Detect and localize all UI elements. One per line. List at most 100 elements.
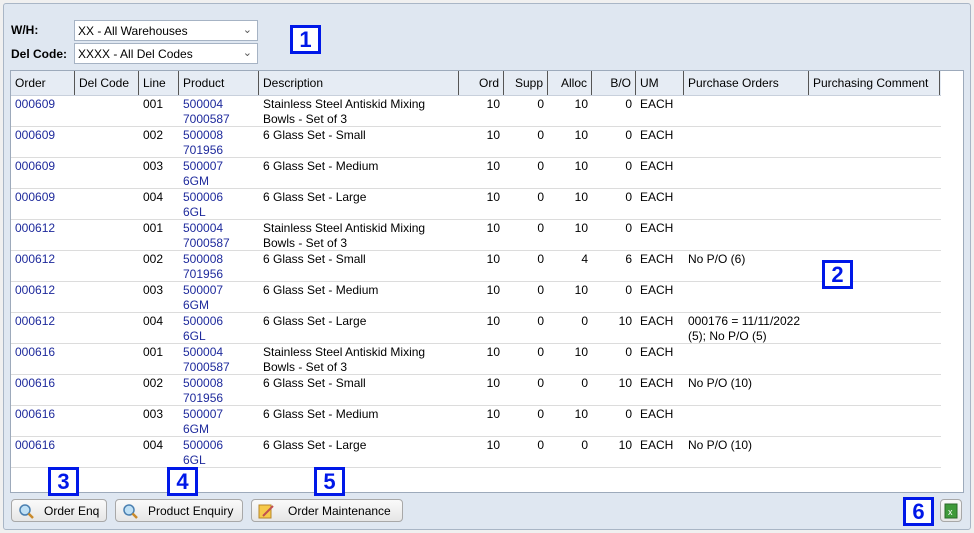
cell-supp: 0 bbox=[537, 376, 544, 390]
cell-line: 004 bbox=[143, 314, 164, 328]
cell-order[interactable]: 000609 bbox=[15, 159, 56, 173]
cell-order[interactable]: 000616 bbox=[15, 407, 56, 421]
cell-order[interactable]: 000616 bbox=[15, 345, 56, 359]
table-row[interactable]: 000609 002 500008 701956 6 Glass Set - Smal… bbox=[11, 126, 941, 158]
column-header[interactable]: Alloc bbox=[548, 71, 592, 95]
cell-um: EACH bbox=[640, 159, 674, 173]
del-code-label: Del Code: bbox=[11, 47, 68, 61]
del-code-value: XXXX - All Del Codes bbox=[78, 47, 193, 61]
cell-order[interactable]: 000616 bbox=[15, 376, 56, 390]
cell-supp: 0 bbox=[537, 438, 544, 452]
table-row[interactable]: 000609 004 500006 6GL 6 Glass Set - Large 10… bbox=[11, 188, 941, 220]
cell-order[interactable]: 000609 bbox=[15, 128, 56, 142]
table-row[interactable]: 000616 004 500006 6GL 6 Glass Set - Large 10… bbox=[11, 436, 941, 468]
magnifier-icon bbox=[18, 503, 34, 519]
cell-ord: 10 bbox=[486, 438, 500, 452]
column-header[interactable]: Description bbox=[259, 71, 459, 95]
column-header[interactable]: Supp bbox=[504, 71, 548, 95]
cell-product[interactable]: 500004 7000587 bbox=[183, 97, 230, 126]
cell-po: No P/O (10) bbox=[688, 376, 753, 390]
cell-bo: 0 bbox=[625, 345, 632, 359]
column-header[interactable]: B/O bbox=[592, 71, 636, 95]
cell-um: EACH bbox=[640, 376, 674, 390]
cell-order[interactable]: 000609 bbox=[15, 97, 56, 111]
cell-product[interactable]: 500008 701956 bbox=[183, 252, 224, 281]
callout-2: 2 bbox=[822, 260, 853, 289]
grid-header: Order Del Code Line Product Description Ord Su… bbox=[11, 71, 941, 96]
cell-um: EACH bbox=[640, 97, 674, 111]
table-row[interactable]: 000616 003 500007 6GM 6 Glass Set - Medium 1… bbox=[11, 405, 941, 437]
cell-ord: 10 bbox=[486, 252, 500, 266]
cell-order[interactable]: 000616 bbox=[15, 438, 56, 452]
table-row[interactable]: 000612 003 500007 6GM 6 Glass Set - Medium 1… bbox=[11, 281, 941, 313]
cell-order[interactable]: 000612 bbox=[15, 252, 56, 266]
cell-bo: 0 bbox=[625, 407, 632, 421]
cell-bo: 6 bbox=[625, 252, 632, 266]
cell-alloc: 10 bbox=[574, 190, 588, 204]
column-header[interactable]: Del Code bbox=[75, 71, 139, 95]
cell-desc: 6 Glass Set - Large bbox=[263, 190, 367, 204]
cell-ord: 10 bbox=[486, 190, 500, 204]
cell-ord: 10 bbox=[486, 159, 500, 173]
cell-product[interactable]: 500004 7000587 bbox=[183, 345, 230, 374]
cell-order[interactable]: 000612 bbox=[15, 314, 56, 328]
column-header[interactable]: UM bbox=[636, 71, 684, 95]
column-header[interactable]: Purchasing Comment bbox=[809, 71, 940, 95]
table-row[interactable]: 000609 003 500007 6GM 6 Glass Set - Medium 1… bbox=[11, 157, 941, 189]
cell-line: 001 bbox=[143, 345, 164, 359]
cell-alloc: 0 bbox=[581, 376, 588, 390]
cell-product[interactable]: 500008 701956 bbox=[183, 128, 224, 157]
cell-um: EACH bbox=[640, 190, 674, 204]
cell-alloc: 10 bbox=[574, 159, 588, 173]
table-row[interactable]: 000616 002 500008 701956 6 Glass Set - Smal… bbox=[11, 374, 941, 406]
order-maintenance-button[interactable]: Order Maintenance bbox=[251, 499, 403, 522]
cell-bo: 10 bbox=[618, 438, 632, 452]
cell-order[interactable]: 000609 bbox=[15, 190, 56, 204]
cell-um: EACH bbox=[640, 314, 674, 328]
cell-product[interactable]: 500004 7000587 bbox=[183, 221, 230, 250]
cell-bo: 0 bbox=[625, 159, 632, 173]
del-code-select[interactable]: XXXX - All Del Codes ⌄ bbox=[74, 43, 258, 64]
table-row[interactable]: 000612 004 500006 6GL 6 Glass Set - Large 10… bbox=[11, 312, 941, 344]
svg-text:x: x bbox=[948, 507, 953, 517]
cell-line: 002 bbox=[143, 252, 164, 266]
order-maintenance-label: Order Maintenance bbox=[288, 503, 391, 518]
cell-product[interactable]: 500008 701956 bbox=[183, 376, 224, 405]
column-header[interactable]: Purchase Orders bbox=[684, 71, 809, 95]
edit-note-icon bbox=[258, 503, 274, 519]
wh-label: W/H: bbox=[11, 23, 39, 37]
order-enq-button[interactable]: Order Enq bbox=[11, 499, 107, 522]
cell-product[interactable]: 500006 6GL bbox=[183, 190, 224, 219]
warehouse-value: XX - All Warehouses bbox=[78, 24, 188, 38]
cell-order[interactable]: 000612 bbox=[15, 283, 56, 297]
cell-line: 003 bbox=[143, 283, 164, 297]
warehouse-select[interactable]: XX - All Warehouses ⌄ bbox=[74, 20, 258, 41]
table-row[interactable]: 000616 001 500004 7000587 Stainless Steel A… bbox=[11, 343, 941, 375]
column-header[interactable]: Order bbox=[11, 71, 75, 95]
cell-ord: 10 bbox=[486, 314, 500, 328]
table-row[interactable]: 000609 001 500004 7000587 Stainless Steel A… bbox=[11, 95, 941, 127]
cell-um: EACH bbox=[640, 407, 674, 421]
cell-supp: 0 bbox=[537, 252, 544, 266]
cell-product[interactable]: 500006 6GL bbox=[183, 438, 224, 467]
cell-line: 003 bbox=[143, 407, 164, 421]
cell-line: 002 bbox=[143, 376, 164, 390]
callout-4: 4 bbox=[167, 467, 198, 496]
cell-alloc: 0 bbox=[581, 314, 588, 328]
product-enquiry-button[interactable]: Product Enquiry bbox=[115, 499, 243, 522]
cell-order[interactable]: 000612 bbox=[15, 221, 56, 235]
export-excel-button[interactable]: x bbox=[940, 499, 962, 522]
column-header[interactable]: Ord bbox=[459, 71, 504, 95]
callout-3: 3 bbox=[48, 467, 79, 496]
table-row[interactable]: 000612 002 500008 701956 6 Glass Set - Smal… bbox=[11, 250, 941, 282]
order-enq-label: Order Enq bbox=[44, 503, 100, 518]
table-row[interactable]: 000612 001 500004 7000587 Stainless Steel A… bbox=[11, 219, 941, 251]
column-header[interactable]: Product bbox=[179, 71, 259, 95]
cell-um: EACH bbox=[640, 345, 674, 359]
cell-line: 004 bbox=[143, 438, 164, 452]
cell-product[interactable]: 500007 6GM bbox=[183, 407, 224, 436]
cell-product[interactable]: 500007 6GM bbox=[183, 159, 224, 188]
cell-product[interactable]: 500006 6GL bbox=[183, 314, 224, 343]
cell-product[interactable]: 500007 6GM bbox=[183, 283, 224, 312]
column-header[interactable]: Line bbox=[139, 71, 179, 95]
